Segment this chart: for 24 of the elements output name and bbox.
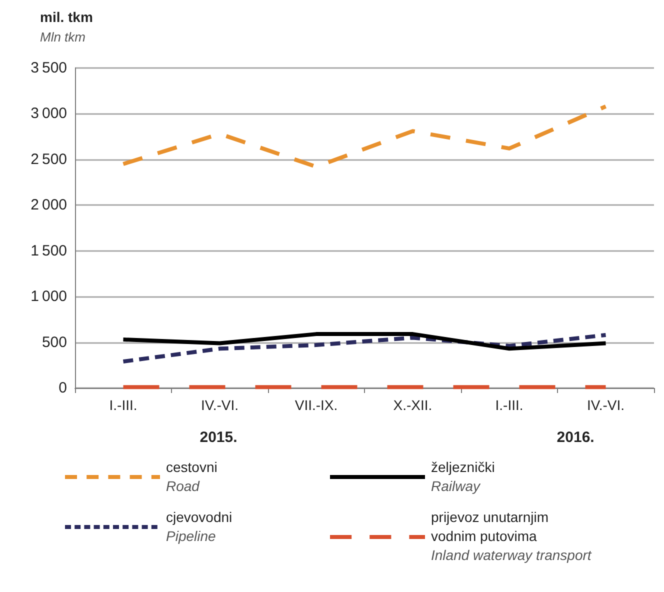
y-tick-label: 500: [42, 334, 67, 351]
x-tick-label: VII.-IX.: [294, 397, 338, 413]
y-tick-label: 2 500: [30, 150, 67, 168]
legend-label: cjevovodni Pipeline: [166, 508, 232, 546]
legend-label: cestovni Road: [166, 458, 218, 496]
x-tick-label: IV.-VI.: [200, 397, 239, 413]
text: 2015.: [200, 429, 238, 446]
y-tick-label: 1 000: [30, 288, 67, 306]
line-series: [121, 332, 608, 351]
x-tick-label: IV.-VI.: [586, 397, 625, 413]
legend-label: željeznički Railway: [431, 458, 495, 496]
line-series: [121, 104, 608, 169]
line-series: [121, 332, 608, 364]
x-tick-label: I.-III.: [109, 397, 138, 413]
y-tick-label: 0: [58, 380, 67, 396]
y-tick-label: 3 500: [30, 60, 67, 76]
text: 2016.: [556, 429, 594, 446]
y-tick-label: 1 500: [30, 242, 67, 260]
y-tick-label: 2 000: [30, 196, 67, 214]
y-axis-title: mil. tkm Mln tkm: [40, 9, 93, 44]
x-tick-label: X.-XII.: [393, 397, 432, 413]
legend-label: prijevoz unutarnjim vodnim putovima Inland waterway transport: [431, 508, 592, 565]
x-tick-label: I.-III.: [495, 397, 524, 413]
y-tick-label: 3 000: [30, 105, 67, 122]
